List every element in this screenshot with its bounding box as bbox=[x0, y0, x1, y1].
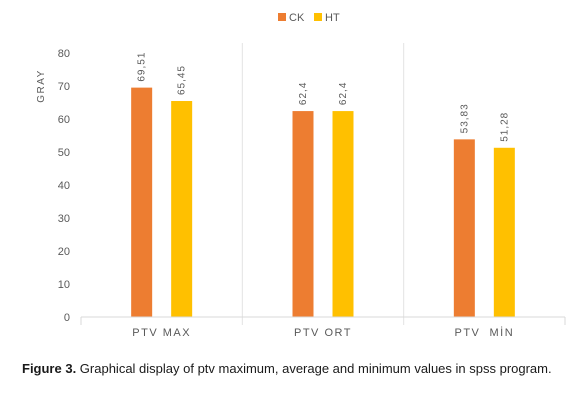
figure-caption: Figure 3. Graphical display of ptv maxim… bbox=[22, 360, 567, 378]
bar-ht-1 bbox=[171, 101, 193, 317]
y-tick-label: 60 bbox=[58, 114, 70, 126]
chart-legend: CK HT bbox=[278, 12, 340, 24]
legend-swatch-ht bbox=[314, 13, 322, 21]
bar-ht-2 bbox=[332, 111, 354, 317]
legend-label: HT bbox=[325, 12, 340, 24]
bar-ck-3 bbox=[453, 139, 475, 317]
y-tick-label: 30 bbox=[58, 213, 70, 225]
y-tick-label: 70 bbox=[58, 81, 70, 93]
bars bbox=[131, 87, 515, 317]
y-tick-label: 20 bbox=[58, 246, 70, 258]
data-label: 69,51 bbox=[137, 52, 148, 82]
bar-chart: CK HT GRAY 0 10 20 30 40 50 60 70 80 69,51 65,45 62… bbox=[36, 12, 566, 339]
y-tick-label: 0 bbox=[64, 312, 70, 324]
data-label: 51,28 bbox=[499, 112, 510, 142]
legend-label: CK bbox=[289, 12, 305, 24]
bar-ck-1 bbox=[131, 87, 153, 317]
y-tick-label: 10 bbox=[58, 279, 70, 291]
bar-ht-3 bbox=[493, 147, 515, 317]
y-axis-label: GRAY bbox=[36, 69, 47, 103]
data-labels: 69,51 65,45 62,4 62,4 53,83 51,28 bbox=[137, 52, 511, 142]
y-axis: 0 10 20 30 40 50 60 70 80 bbox=[58, 48, 70, 324]
figure-label: Figure 3. bbox=[22, 361, 77, 376]
bar-ck-2 bbox=[292, 111, 314, 317]
caption-text: Graphical display of ptv maximum, averag… bbox=[76, 361, 552, 376]
data-label: 65,45 bbox=[177, 65, 188, 95]
x-tick-label: PTV MİN bbox=[454, 326, 514, 339]
y-tick-label: 80 bbox=[58, 48, 70, 60]
category-separators bbox=[80, 43, 566, 325]
x-axis: PTV MAX PTV ORT PTV MİN bbox=[132, 326, 514, 339]
legend-swatch-ck bbox=[278, 13, 286, 21]
x-tick-label: PTV ORT bbox=[294, 327, 352, 339]
x-tick-label: PTV MAX bbox=[132, 327, 191, 339]
y-tick-label: 40 bbox=[58, 180, 70, 192]
y-tick-label: 50 bbox=[58, 147, 70, 159]
data-label: 62,4 bbox=[298, 82, 309, 105]
data-label: 62,4 bbox=[338, 82, 349, 105]
data-label: 53,83 bbox=[459, 103, 470, 133]
